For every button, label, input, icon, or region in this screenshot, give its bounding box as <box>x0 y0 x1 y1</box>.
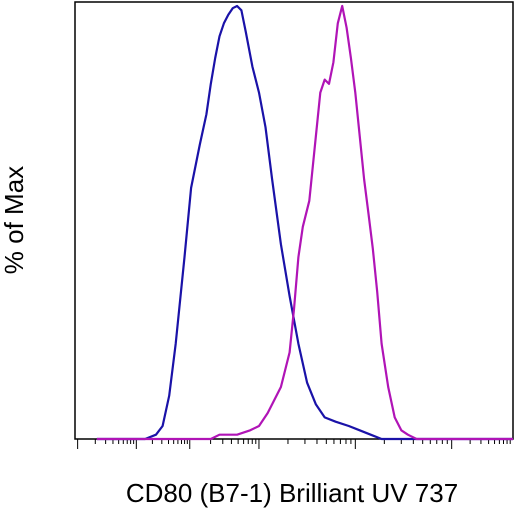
plot-frame <box>74 1 514 440</box>
series-line-2 <box>96 4 513 441</box>
y-axis-label: % of Max <box>0 166 29 274</box>
x-axis-ticks <box>77 439 511 449</box>
series-layer <box>96 4 513 441</box>
x-axis-label: CD80 (B7-1) Brilliant UV 737 <box>126 478 458 508</box>
series-line-1 <box>96 4 513 441</box>
plot-border <box>74 1 514 440</box>
